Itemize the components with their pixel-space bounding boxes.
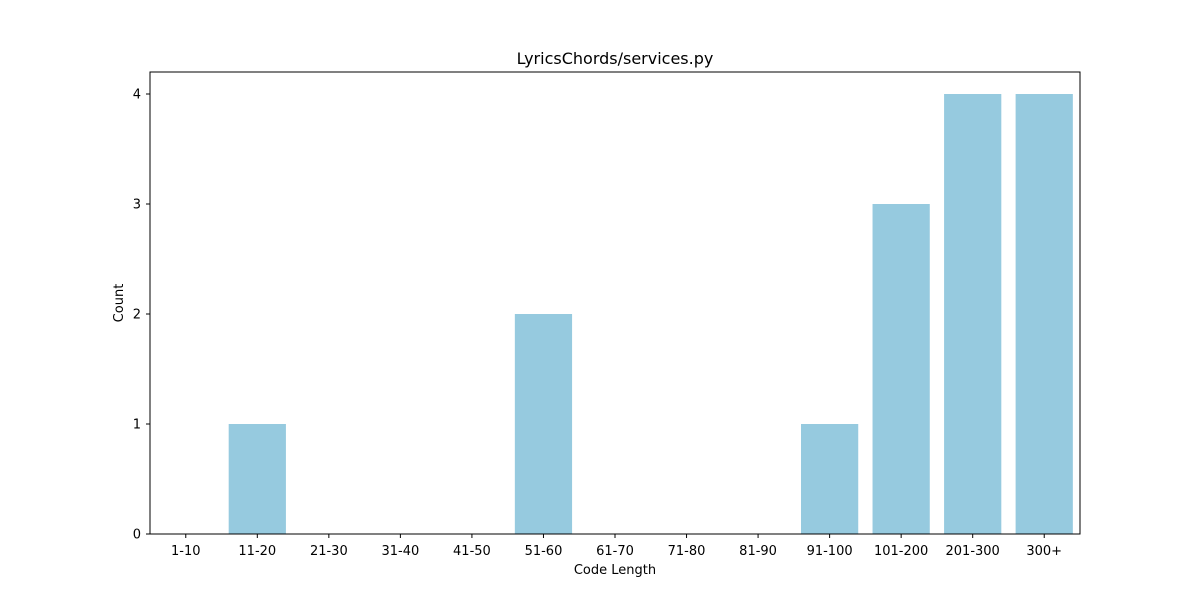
x-tick-label: 300+: [1026, 544, 1062, 559]
bar-300+: [1015, 94, 1073, 534]
x-tick-label: 11-20: [238, 544, 276, 559]
x-tick-label: 81-90: [739, 544, 777, 559]
x-axis-label: Code Length: [574, 563, 656, 578]
x-tick-label: 71-80: [668, 544, 706, 559]
y-axis-label: Count: [112, 284, 127, 323]
x-tick-label: 21-30: [310, 544, 348, 559]
x-tick-label: 51-60: [525, 544, 563, 559]
y-axis-ticks: 0 1 2 3 4: [133, 88, 150, 543]
bar-101-200: [872, 204, 930, 534]
plot-frame: [149, 71, 1081, 535]
x-tick-label: 61-70: [596, 544, 634, 559]
bars-layer: [228, 94, 1073, 534]
x-tick-label: 31-40: [381, 544, 419, 559]
x-tick-label: 1-10: [171, 544, 201, 559]
y-tick-label: 4: [133, 88, 141, 103]
y-tick-label: 0: [133, 528, 141, 543]
x-tick-label: 91-100: [807, 544, 853, 559]
chart-title: LyricsChords/services.py: [517, 49, 714, 68]
x-tick-label: 201-300: [946, 544, 1000, 559]
bar-11-20: [228, 424, 286, 534]
x-tick-label: 101-200: [874, 544, 928, 559]
y-tick-label: 2: [133, 308, 141, 323]
bar-51-60: [514, 314, 573, 534]
bar-91-100: [801, 424, 859, 534]
y-tick-label: 3: [133, 198, 141, 213]
x-axis-ticks: 1-10 11-20 21-30 31-40 41-50 51-60 61-70 71-80 8…: [171, 534, 1062, 559]
bar-201-300: [944, 94, 1002, 534]
y-tick-label: 1: [133, 418, 141, 433]
x-tick-label: 41-50: [453, 544, 491, 559]
